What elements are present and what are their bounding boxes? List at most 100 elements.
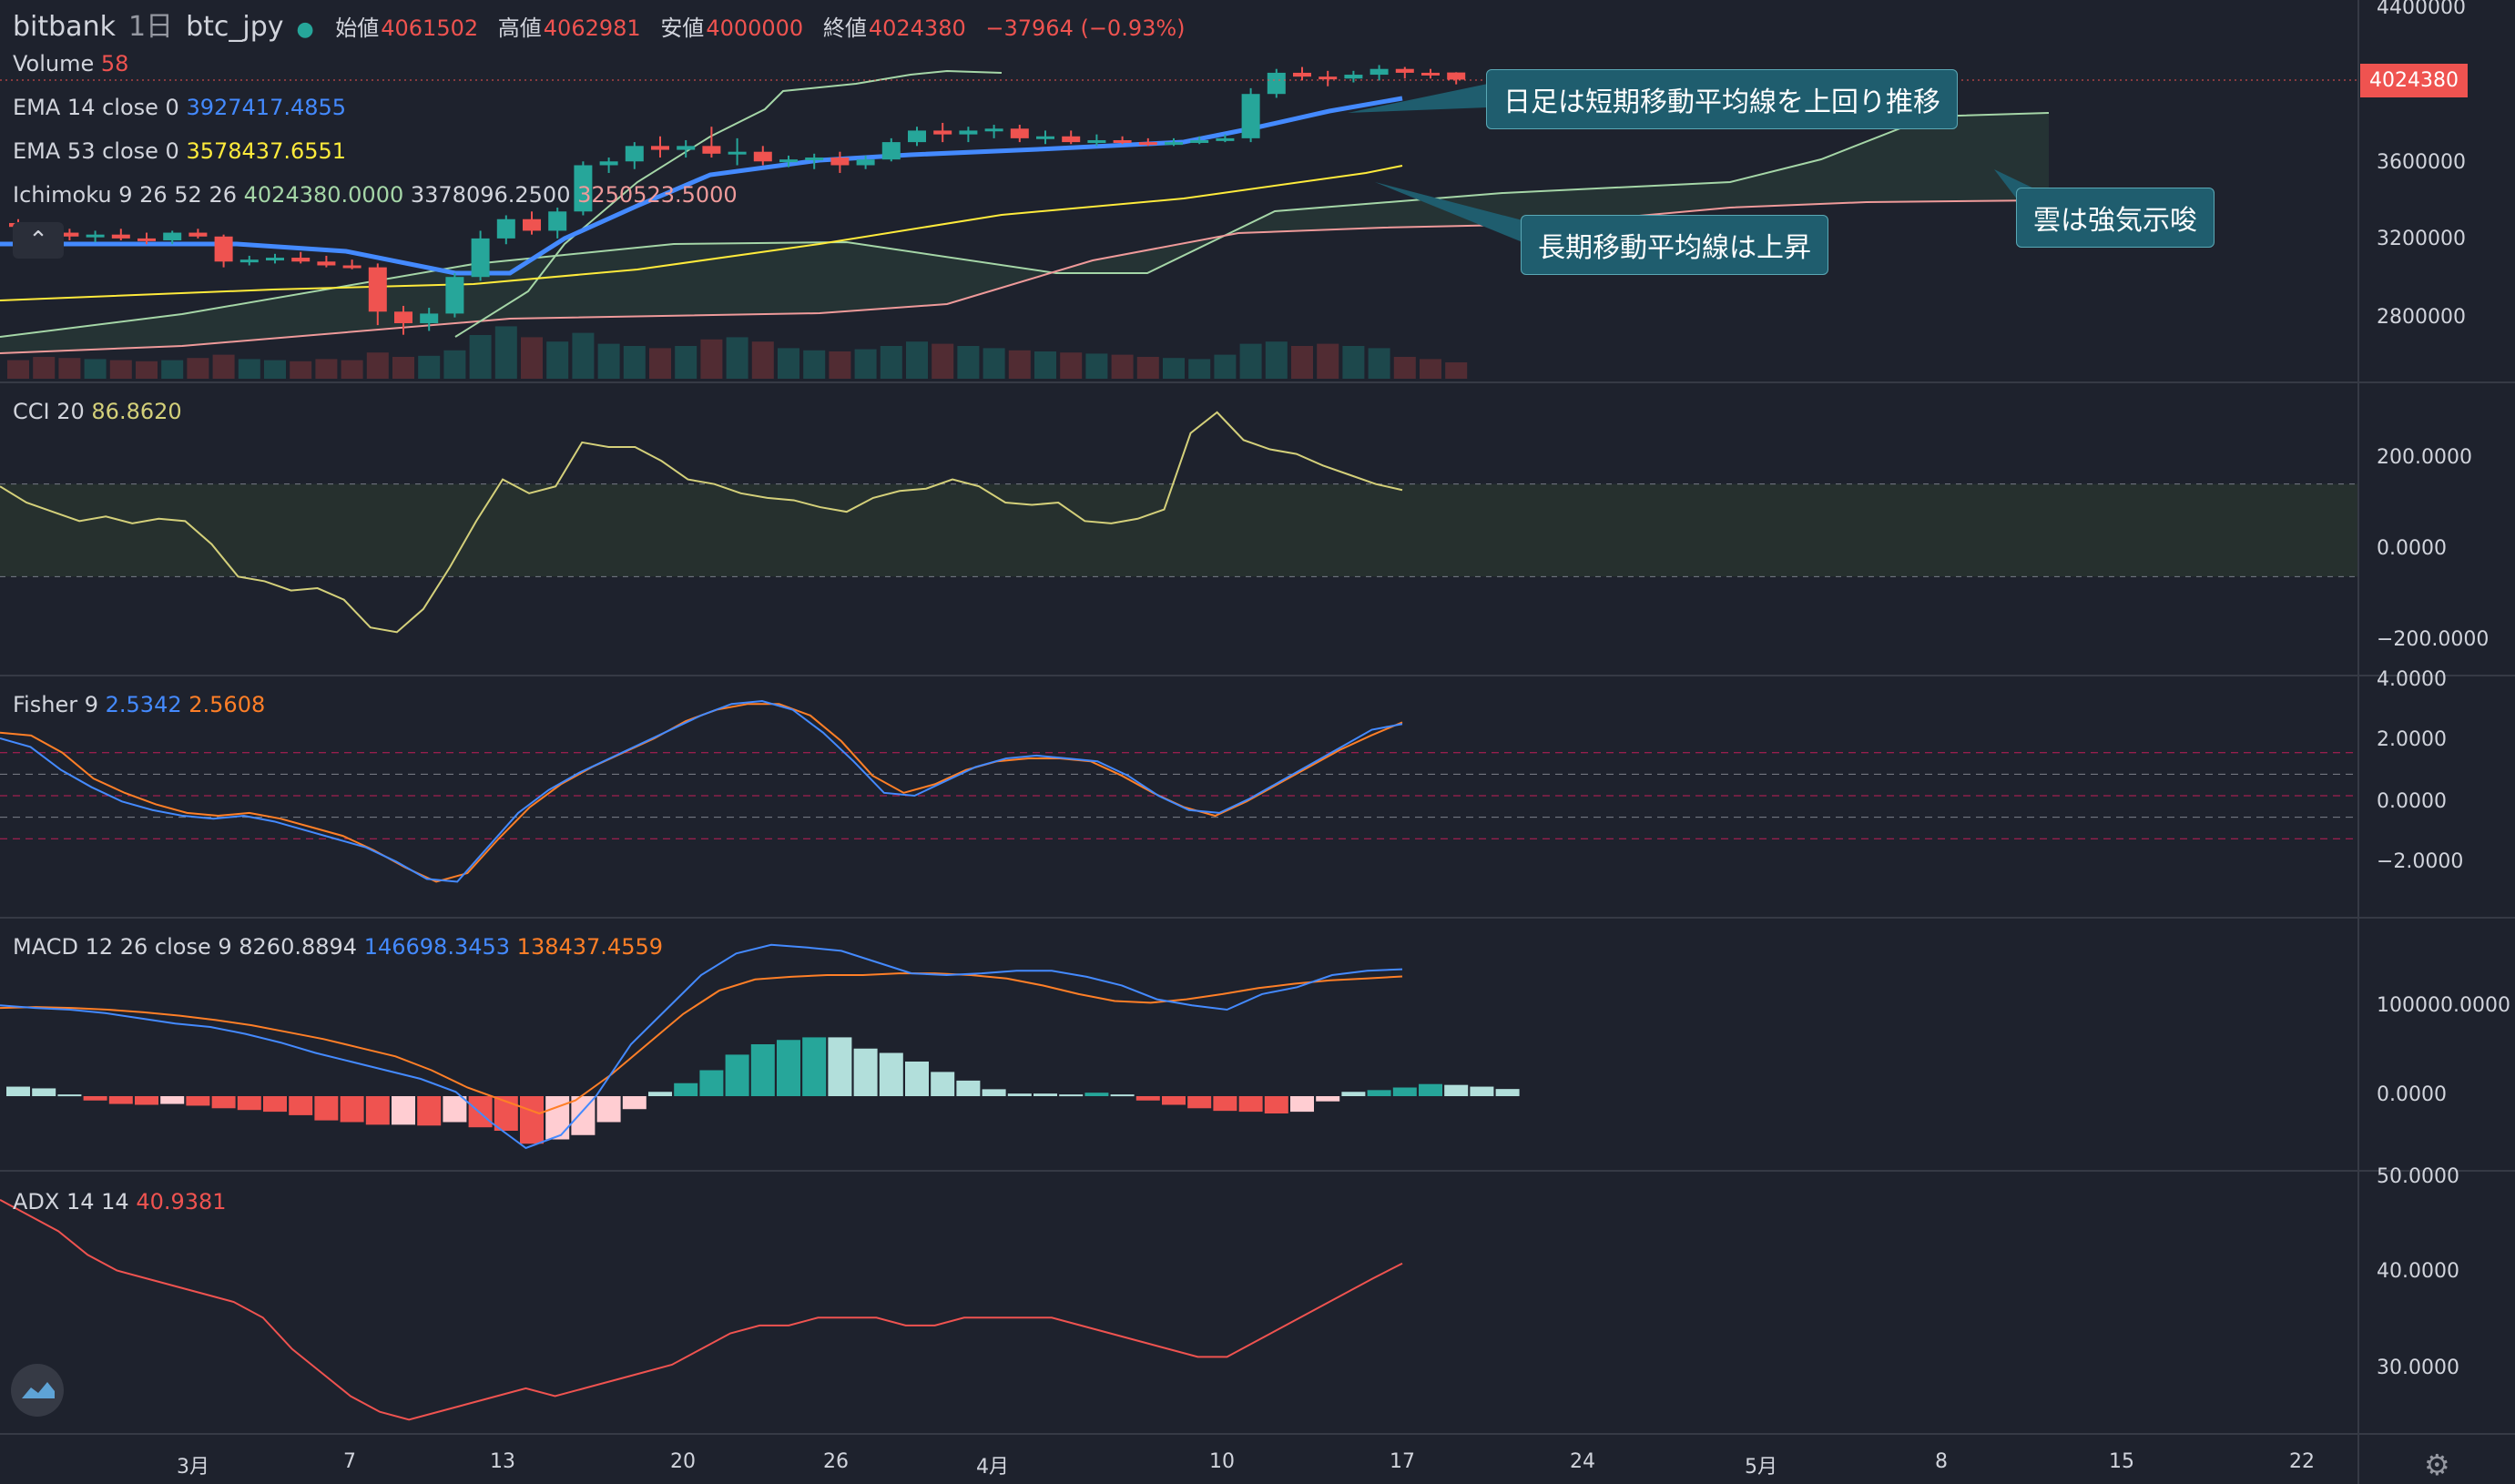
volume-bar — [1317, 343, 1339, 379]
macd-histogram-bar — [931, 1072, 955, 1096]
legend-value: 86.8620 — [91, 399, 182, 424]
volume-bar — [1136, 357, 1159, 379]
macd-histogram-bar — [674, 1083, 698, 1096]
macd-histogram-bar — [879, 1052, 903, 1096]
volume-bar — [109, 360, 132, 379]
volume-bar — [418, 355, 441, 379]
macd-histogram-bar — [340, 1096, 364, 1123]
candle-body — [1421, 72, 1440, 76]
volume-bar — [546, 341, 569, 379]
macd-pane — [0, 943, 1520, 1150]
volume-bar — [778, 348, 799, 379]
candle-body — [1087, 139, 1106, 143]
time-axis-label: 26 — [823, 1450, 849, 1473]
price-axis-label: 3600000 — [2377, 151, 2466, 174]
legend-value: 3378096.2500 — [410, 182, 571, 208]
volume-bar — [880, 346, 902, 379]
volume-bar — [1291, 346, 1313, 379]
callout-pointer — [1375, 182, 1522, 242]
legend-ema53[interactable]: EMA 53 close 0 3578437.6551 — [13, 138, 346, 164]
candle-body — [574, 165, 593, 212]
time-axis-label: 10 — [1209, 1450, 1235, 1473]
macd-histogram-bar — [853, 1048, 878, 1096]
last-price-tag: 4024380 — [2360, 64, 2468, 97]
macd-histogram-bar — [1110, 1094, 1135, 1097]
macd-histogram-bar — [417, 1096, 442, 1126]
gear-icon[interactable]: ⚙ — [2424, 1448, 2450, 1482]
candle-body — [933, 130, 952, 135]
legend-macd[interactable]: MACD 12 26 close 9 8260.8894 146698.3453… — [13, 934, 663, 960]
volume-bar — [726, 337, 748, 379]
candle-body — [188, 232, 208, 237]
exchange-name[interactable]: bitbank — [13, 11, 116, 43]
legend-label: EMA 53 close 0 — [13, 138, 179, 164]
legend-cci[interactable]: CCI 20 86.8620 — [13, 399, 182, 424]
volume-bar — [1188, 359, 1211, 379]
volume-bar — [1445, 362, 1468, 379]
volume-bar — [1008, 350, 1031, 379]
legend-value: 8260.8894 — [239, 934, 358, 960]
legend-value: 3927417.4855 — [186, 95, 347, 120]
volume-bar — [1239, 343, 1262, 379]
time-axis-label: 3月 — [177, 1456, 209, 1479]
candle-body — [677, 146, 696, 150]
macd-histogram-bar — [596, 1096, 621, 1123]
candle-body — [984, 128, 1003, 132]
volume-bar — [469, 335, 492, 379]
candle-body — [651, 146, 669, 150]
time-axis-label: 17 — [1390, 1450, 1415, 1473]
volume-bar — [7, 360, 29, 379]
time-axis-label: 22 — [2289, 1450, 2315, 1473]
symbol-name[interactable]: btc_jpy — [186, 11, 284, 43]
time-axis-label: 5月 — [1745, 1456, 1777, 1479]
macd-histogram-bar — [1419, 1083, 1442, 1096]
legend-adx[interactable]: ADX 14 14 40.9381 — [13, 1189, 227, 1215]
macd-histogram-bar — [905, 1062, 929, 1096]
candle-body — [1370, 68, 1389, 76]
legend-label: CCI 20 — [13, 399, 85, 424]
collapse-legend-button[interactable]: ⌃ — [13, 222, 64, 259]
macd-axis-label: 0.0000 — [2377, 1083, 2447, 1106]
volume-bar — [366, 352, 389, 379]
candle-body — [420, 313, 439, 323]
fisher-axis-label: 4.0000 — [2377, 668, 2447, 691]
legend-ema14[interactable]: EMA 14 close 0 3927417.4855 — [13, 95, 346, 120]
macd-histogram-bar — [648, 1092, 672, 1096]
open-label: 始値 — [335, 15, 380, 41]
callout-cloud: 雲は強気示唆 — [2016, 188, 2215, 248]
legend-fisher[interactable]: Fisher 9 2.5342 2.5608 — [13, 692, 265, 717]
time-axis-label: 13 — [490, 1450, 515, 1473]
macd-histogram-bar — [1059, 1094, 1084, 1097]
candle-body — [1113, 139, 1132, 143]
ichimoku-lagging-line — [454, 69, 1003, 338]
ohlc-values: 始値4061502 高値4062981 安値4000000 終値4024380 … — [335, 15, 1197, 41]
volume-bar — [315, 359, 338, 379]
candle-body — [599, 161, 618, 166]
legend-ichimoku[interactable]: Ichimoku 9 26 52 26 4024380.0000 3378096… — [13, 182, 738, 208]
cci-axis-label: −200.0000 — [2377, 628, 2490, 651]
candle-body — [1216, 137, 1235, 141]
cci-line — [0, 411, 1403, 634]
volume-bar — [932, 343, 954, 379]
symbol-header: bitbank 1日 btc_jpy ● 始値4061502 高値4062981 安値… — [13, 4, 1211, 44]
candle-body — [805, 158, 824, 161]
candle-body — [625, 146, 644, 162]
legend-value: 40.9381 — [136, 1189, 227, 1215]
volume-bar — [161, 360, 184, 379]
cci-pane — [0, 411, 2358, 634]
macd-histogram-bar — [1341, 1092, 1366, 1096]
interval-label[interactable]: 1日 — [127, 11, 174, 43]
candle-body — [779, 159, 798, 163]
macd-histogram-bar — [57, 1094, 82, 1097]
macd-histogram-bar — [83, 1096, 107, 1101]
candle-body — [111, 234, 130, 239]
candle-body — [959, 130, 978, 135]
tradingview-logo-icon[interactable] — [11, 1364, 64, 1417]
volume-bar — [854, 349, 877, 379]
candle-body — [214, 236, 233, 262]
change-value: −37964 (−0.93%) — [985, 15, 1186, 41]
volume-bar — [212, 354, 235, 379]
legend-volume[interactable]: Volume 58 — [13, 51, 128, 76]
macd-histogram-bar — [1392, 1087, 1417, 1096]
